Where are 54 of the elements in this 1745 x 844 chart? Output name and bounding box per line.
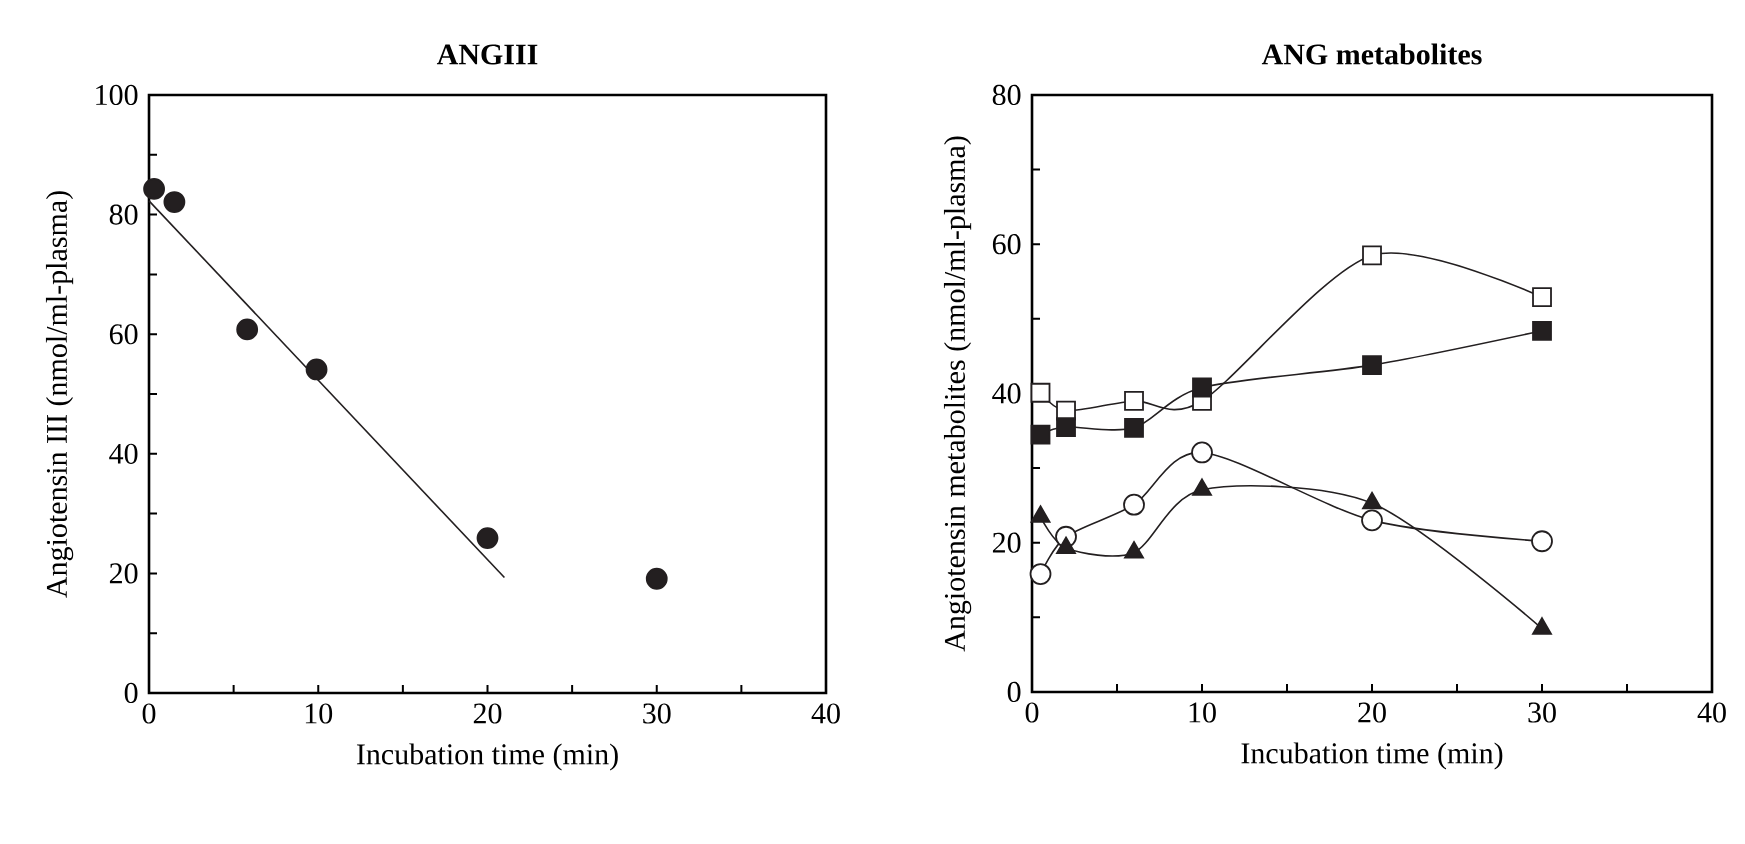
point xyxy=(305,358,328,381)
point xyxy=(1532,287,1552,308)
point xyxy=(1030,382,1051,403)
point xyxy=(1192,478,1212,496)
y-tick-label: 60 xyxy=(992,234,1021,255)
point xyxy=(1361,509,1383,532)
y-tick-label: 20 xyxy=(992,532,1021,553)
point xyxy=(1124,541,1144,559)
y-axis-title: Angiotensin metabolites (nmol/ml-plasma) xyxy=(943,136,972,652)
point xyxy=(1029,563,1052,585)
point xyxy=(1362,491,1382,510)
point xyxy=(1030,424,1051,445)
point xyxy=(1124,391,1144,411)
x-tick-label: 0 xyxy=(142,703,156,724)
x-axis-title: Incubation time (min) xyxy=(1241,742,1503,770)
point xyxy=(476,527,499,549)
point xyxy=(1192,377,1212,398)
point xyxy=(645,567,668,590)
x-tick-label: 20 xyxy=(473,703,502,724)
point xyxy=(1056,417,1076,437)
y-tick-label: 0 xyxy=(1007,681,1021,703)
y-tick-label: 100 xyxy=(96,84,138,106)
y-tick-label: 80 xyxy=(109,204,138,225)
point xyxy=(143,177,165,200)
x-tick-label: 0 xyxy=(1025,702,1039,723)
point xyxy=(1362,355,1382,376)
x-tick-label: 30 xyxy=(1528,702,1556,723)
y-tick-label: 40 xyxy=(109,443,138,464)
point xyxy=(1532,617,1552,635)
point xyxy=(1532,320,1552,341)
x-tick-label: 10 xyxy=(1189,702,1216,723)
x-tick-label: 40 xyxy=(811,703,840,724)
point xyxy=(1030,505,1051,523)
point xyxy=(1362,245,1382,266)
point xyxy=(1056,536,1076,555)
x-tick-label: 30 xyxy=(643,703,671,724)
point xyxy=(1124,417,1144,438)
x-tick-label: 40 xyxy=(1697,702,1726,723)
chart-title: ANG metabolites xyxy=(1261,43,1482,65)
point xyxy=(1191,441,1213,464)
y-tick-label: 60 xyxy=(109,324,138,345)
point xyxy=(163,191,186,213)
y-tick-label: 80 xyxy=(992,84,1021,106)
y-axis-title: Angiotensin III (nmol/ml-plasma) xyxy=(45,191,74,598)
y-tick-label: 0 xyxy=(124,682,138,704)
x-tick-label: 10 xyxy=(305,703,333,724)
point xyxy=(236,318,259,341)
x-tick-label: 20 xyxy=(1358,702,1386,723)
y-tick-label: 20 xyxy=(109,563,138,584)
y-tick-label: 40 xyxy=(992,383,1021,404)
x-axis-title: Incubation time (min) xyxy=(356,743,618,771)
point xyxy=(1531,530,1553,553)
point xyxy=(1123,493,1145,516)
chart-title: ANGIII xyxy=(436,44,538,65)
